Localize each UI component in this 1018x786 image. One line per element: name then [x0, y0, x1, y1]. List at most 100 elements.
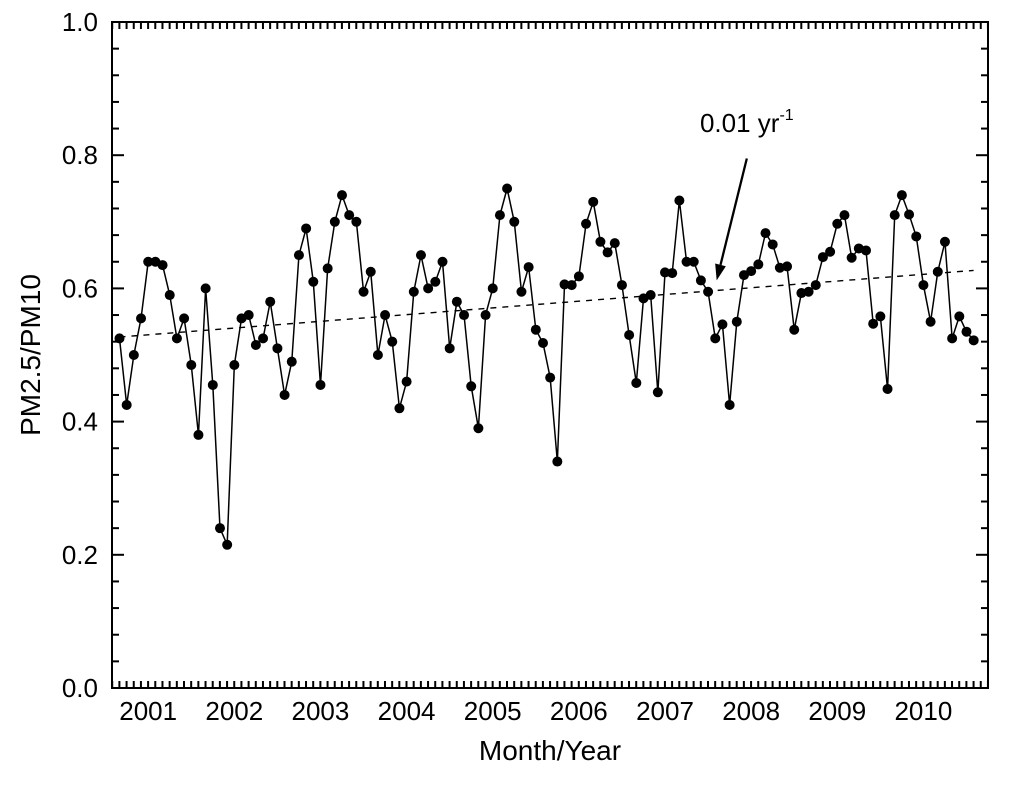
data-marker	[222, 540, 232, 550]
data-marker	[380, 310, 390, 320]
x-axis-label: Month/Year	[479, 735, 621, 766]
data-marker	[868, 319, 878, 329]
y-tick-label: 1.0	[62, 7, 98, 37]
data-marker	[308, 277, 318, 287]
data-marker	[969, 335, 979, 345]
x-tick-label: 2001	[119, 696, 177, 726]
data-marker	[890, 210, 900, 220]
data-marker	[323, 263, 333, 273]
x-tick-label: 2002	[205, 696, 263, 726]
data-marker	[416, 250, 426, 260]
data-marker	[545, 373, 555, 383]
data-marker	[430, 277, 440, 287]
data-marker	[847, 253, 857, 263]
data-marker	[732, 317, 742, 327]
data-marker	[725, 400, 735, 410]
data-marker	[717, 319, 727, 329]
data-marker	[904, 209, 914, 219]
data-marker	[911, 231, 921, 241]
data-marker	[229, 360, 239, 370]
data-marker	[337, 190, 347, 200]
data-marker	[552, 457, 562, 467]
data-marker	[567, 280, 577, 290]
data-marker	[452, 297, 462, 307]
data-marker	[861, 245, 871, 255]
data-marker	[445, 343, 455, 353]
data-marker	[402, 377, 412, 387]
data-marker	[933, 267, 943, 277]
data-marker	[918, 280, 928, 290]
data-marker	[789, 325, 799, 335]
y-tick-label: 0.4	[62, 407, 98, 437]
y-axis-label: PM2.5/PM10	[15, 274, 46, 436]
x-tick-label: 2007	[636, 696, 694, 726]
data-marker	[287, 357, 297, 367]
data-marker	[502, 184, 512, 194]
data-marker	[947, 333, 957, 343]
data-marker	[122, 400, 132, 410]
y-tick-label: 0.8	[62, 140, 98, 170]
data-marker	[631, 378, 641, 388]
data-marker	[373, 350, 383, 360]
data-marker	[839, 210, 849, 220]
data-marker	[280, 390, 290, 400]
data-marker	[782, 261, 792, 271]
data-marker	[667, 268, 677, 278]
data-marker	[473, 423, 483, 433]
data-marker	[258, 333, 268, 343]
data-marker	[753, 259, 763, 269]
data-marker	[387, 337, 397, 347]
data-marker	[524, 262, 534, 272]
data-marker	[653, 387, 663, 397]
data-marker	[768, 239, 778, 249]
data-marker	[136, 313, 146, 323]
data-marker	[208, 380, 218, 390]
data-marker	[897, 190, 907, 200]
data-marker	[172, 333, 182, 343]
data-marker	[516, 287, 526, 297]
pm-ratio-chart: 2001200220032004200520062007200820092010…	[0, 0, 1018, 786]
data-marker	[301, 223, 311, 233]
x-tick-label: 2006	[550, 696, 608, 726]
data-marker	[689, 257, 699, 267]
data-marker	[940, 237, 950, 247]
x-tick-label: 2004	[378, 696, 436, 726]
x-tick-label: 2010	[894, 696, 952, 726]
data-marker	[114, 333, 124, 343]
data-marker	[495, 210, 505, 220]
data-marker	[315, 380, 325, 390]
data-marker	[459, 310, 469, 320]
y-tick-label: 0.0	[62, 673, 98, 703]
data-marker	[165, 290, 175, 300]
data-marker	[351, 217, 361, 227]
data-marker	[294, 250, 304, 260]
data-marker	[588, 197, 598, 207]
data-marker	[703, 287, 713, 297]
data-marker	[674, 195, 684, 205]
data-marker	[531, 325, 541, 335]
data-marker	[883, 384, 893, 394]
data-marker	[595, 237, 605, 247]
data-marker	[129, 350, 139, 360]
data-marker	[603, 247, 613, 257]
data-marker	[193, 430, 203, 440]
data-marker	[265, 297, 275, 307]
data-marker	[201, 283, 211, 293]
x-tick-label: 2009	[808, 696, 866, 726]
data-marker	[961, 327, 971, 337]
data-marker	[875, 311, 885, 321]
data-marker	[244, 310, 254, 320]
data-marker	[272, 343, 282, 353]
data-marker	[624, 330, 634, 340]
data-marker	[954, 311, 964, 321]
data-marker	[366, 267, 376, 277]
data-marker	[610, 238, 620, 248]
data-marker	[186, 360, 196, 370]
data-marker	[394, 403, 404, 413]
data-marker	[438, 257, 448, 267]
data-marker	[488, 283, 498, 293]
x-tick-label: 2005	[464, 696, 522, 726]
data-marker	[409, 287, 419, 297]
data-marker	[574, 271, 584, 281]
data-marker	[811, 280, 821, 290]
